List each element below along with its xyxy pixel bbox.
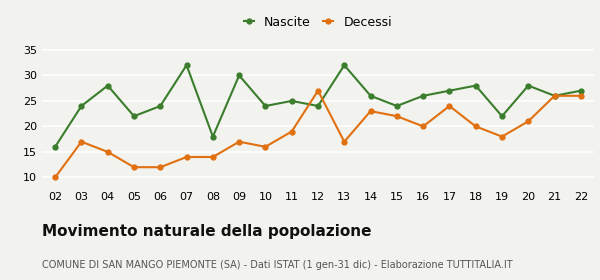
Decessi bbox=[499, 135, 506, 138]
Nascite bbox=[130, 115, 137, 118]
Decessi bbox=[472, 125, 479, 128]
Nascite bbox=[419, 94, 427, 97]
Decessi bbox=[577, 94, 584, 97]
Nascite bbox=[236, 74, 243, 77]
Nascite bbox=[577, 89, 584, 92]
Nascite bbox=[341, 64, 348, 67]
Decessi bbox=[52, 176, 59, 179]
Line: Decessi: Decessi bbox=[53, 88, 583, 180]
Nascite bbox=[183, 64, 190, 67]
Nascite bbox=[446, 89, 453, 92]
Text: COMUNE DI SAN MANGO PIEMONTE (SA) - Dati ISTAT (1 gen-31 dic) - Elaborazione TUT: COMUNE DI SAN MANGO PIEMONTE (SA) - Dati… bbox=[42, 260, 512, 270]
Nascite bbox=[209, 135, 217, 138]
Line: Nascite: Nascite bbox=[53, 63, 583, 149]
Decessi bbox=[236, 140, 243, 143]
Nascite bbox=[104, 84, 112, 87]
Decessi bbox=[446, 104, 453, 108]
Text: Movimento naturale della popolazione: Movimento naturale della popolazione bbox=[42, 224, 371, 239]
Nascite bbox=[524, 84, 532, 87]
Decessi bbox=[288, 130, 295, 133]
Legend: Nascite, Decessi: Nascite, Decessi bbox=[239, 11, 397, 34]
Decessi bbox=[104, 150, 112, 153]
Nascite bbox=[52, 145, 59, 148]
Nascite bbox=[551, 94, 558, 97]
Decessi bbox=[419, 125, 427, 128]
Nascite bbox=[472, 84, 479, 87]
Nascite bbox=[262, 104, 269, 108]
Decessi bbox=[393, 115, 400, 118]
Decessi bbox=[314, 89, 322, 92]
Decessi bbox=[157, 165, 164, 169]
Nascite bbox=[314, 104, 322, 108]
Nascite bbox=[393, 104, 400, 108]
Decessi bbox=[78, 140, 85, 143]
Decessi bbox=[341, 140, 348, 143]
Nascite bbox=[157, 104, 164, 108]
Nascite bbox=[499, 115, 506, 118]
Nascite bbox=[288, 99, 295, 102]
Nascite bbox=[367, 94, 374, 97]
Decessi bbox=[524, 120, 532, 123]
Decessi bbox=[183, 155, 190, 159]
Nascite bbox=[78, 104, 85, 108]
Decessi bbox=[551, 94, 558, 97]
Decessi bbox=[130, 165, 137, 169]
Decessi bbox=[262, 145, 269, 148]
Decessi bbox=[209, 155, 217, 159]
Decessi bbox=[367, 109, 374, 113]
